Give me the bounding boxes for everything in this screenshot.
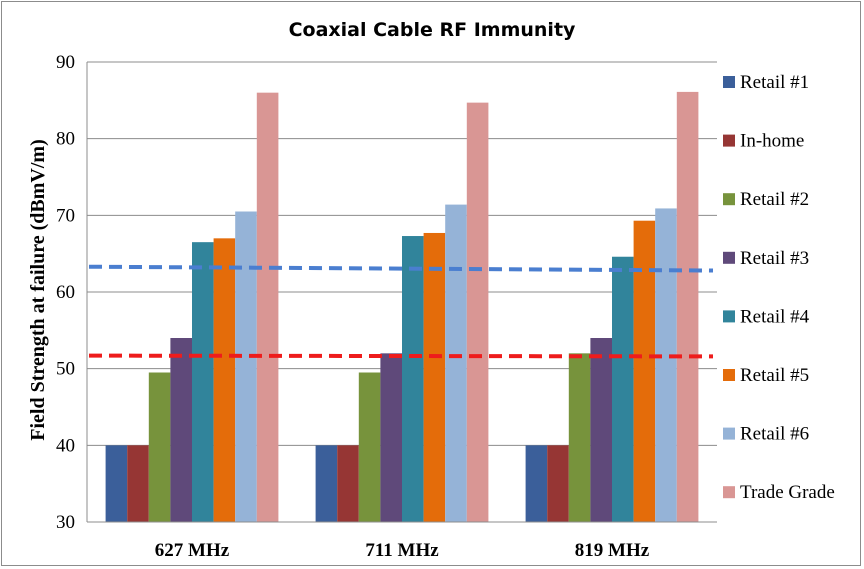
bar-retail-5-1 <box>423 232 446 522</box>
y-tick-label: 70 <box>56 205 75 226</box>
x-category-label: 627 MHz <box>155 540 230 561</box>
legend-swatch <box>723 427 735 440</box>
bar-retail-1-1 <box>315 445 338 522</box>
bar-retail-4-0 <box>192 242 214 522</box>
legend-label: Retail #2 <box>740 189 809 210</box>
chart-title: Coaxial Cable RF Immunity <box>289 19 576 41</box>
bar-retail-2-0 <box>148 372 171 522</box>
bars <box>87 91 717 523</box>
legend-label: Retail #5 <box>740 365 809 386</box>
bar-retail-4-2 <box>612 256 634 522</box>
reference-line-1 <box>88 353 714 359</box>
bar-in-home-1 <box>337 445 359 522</box>
y-axis-ticks: 30 40 50 60 70 80 90 <box>56 52 75 533</box>
bar-retail-5-0 <box>213 238 236 523</box>
bar-retail-1-2 <box>525 445 548 522</box>
legend-label: Retail #4 <box>740 306 810 327</box>
legend-label: Retail #1 <box>740 72 809 93</box>
bar-retail-2-2 <box>568 353 591 522</box>
bar-retail-3-2 <box>590 338 612 522</box>
bar-retail-5-2 <box>633 220 656 522</box>
y-tick-label: 40 <box>56 435 75 456</box>
bar-retail-3-1 <box>380 353 402 522</box>
bar-trade-grade-2 <box>676 91 699 523</box>
bar-in-home-2 <box>547 445 569 522</box>
y-tick-label: 50 <box>56 359 75 380</box>
y-tick-label: 60 <box>56 282 75 303</box>
bar-retail-1-0 <box>105 445 128 522</box>
legend: Retail #1 In-home Retail #2 Retail #3 Retail… <box>723 72 835 503</box>
y-axis-label: Field Strength at failure (dBmV/m) <box>27 139 49 440</box>
legend-label: In-home <box>740 131 804 152</box>
y-tick-label: 90 <box>56 52 75 73</box>
bar-retail-6-0 <box>235 211 257 522</box>
reference-lines <box>88 264 714 359</box>
bar-trade-grade-1 <box>466 102 489 522</box>
bar-retail-6-1 <box>445 204 467 522</box>
legend-swatch <box>723 193 735 206</box>
legend-swatch <box>723 486 735 499</box>
x-category-label: 711 MHz <box>365 540 439 561</box>
bar-retail-4-1 <box>402 236 424 523</box>
y-tick-label: 80 <box>56 129 75 150</box>
x-category-label: 819 MHz <box>575 540 650 561</box>
bar-retail-6-2 <box>655 208 677 522</box>
y-tick-label: 30 <box>56 512 75 533</box>
legend-swatch <box>723 310 735 323</box>
legend-swatch <box>723 76 735 88</box>
x-axis-labels: 627 MHz 711 MHz 819 MHz <box>155 540 650 561</box>
bar-trade-grade-0 <box>256 92 279 523</box>
reference-line-0 <box>88 264 714 273</box>
legend-label: Retail #6 <box>740 424 809 445</box>
legend-swatch <box>723 134 735 147</box>
bar-retail-2-1 <box>358 372 381 522</box>
legend-label: Retail #3 <box>740 248 809 269</box>
bar-in-home-0 <box>127 445 149 522</box>
legend-swatch <box>723 251 735 264</box>
legend-label: Trade Grade <box>740 482 835 503</box>
bar-retail-3-0 <box>170 338 192 522</box>
legend-swatch <box>723 369 735 381</box>
